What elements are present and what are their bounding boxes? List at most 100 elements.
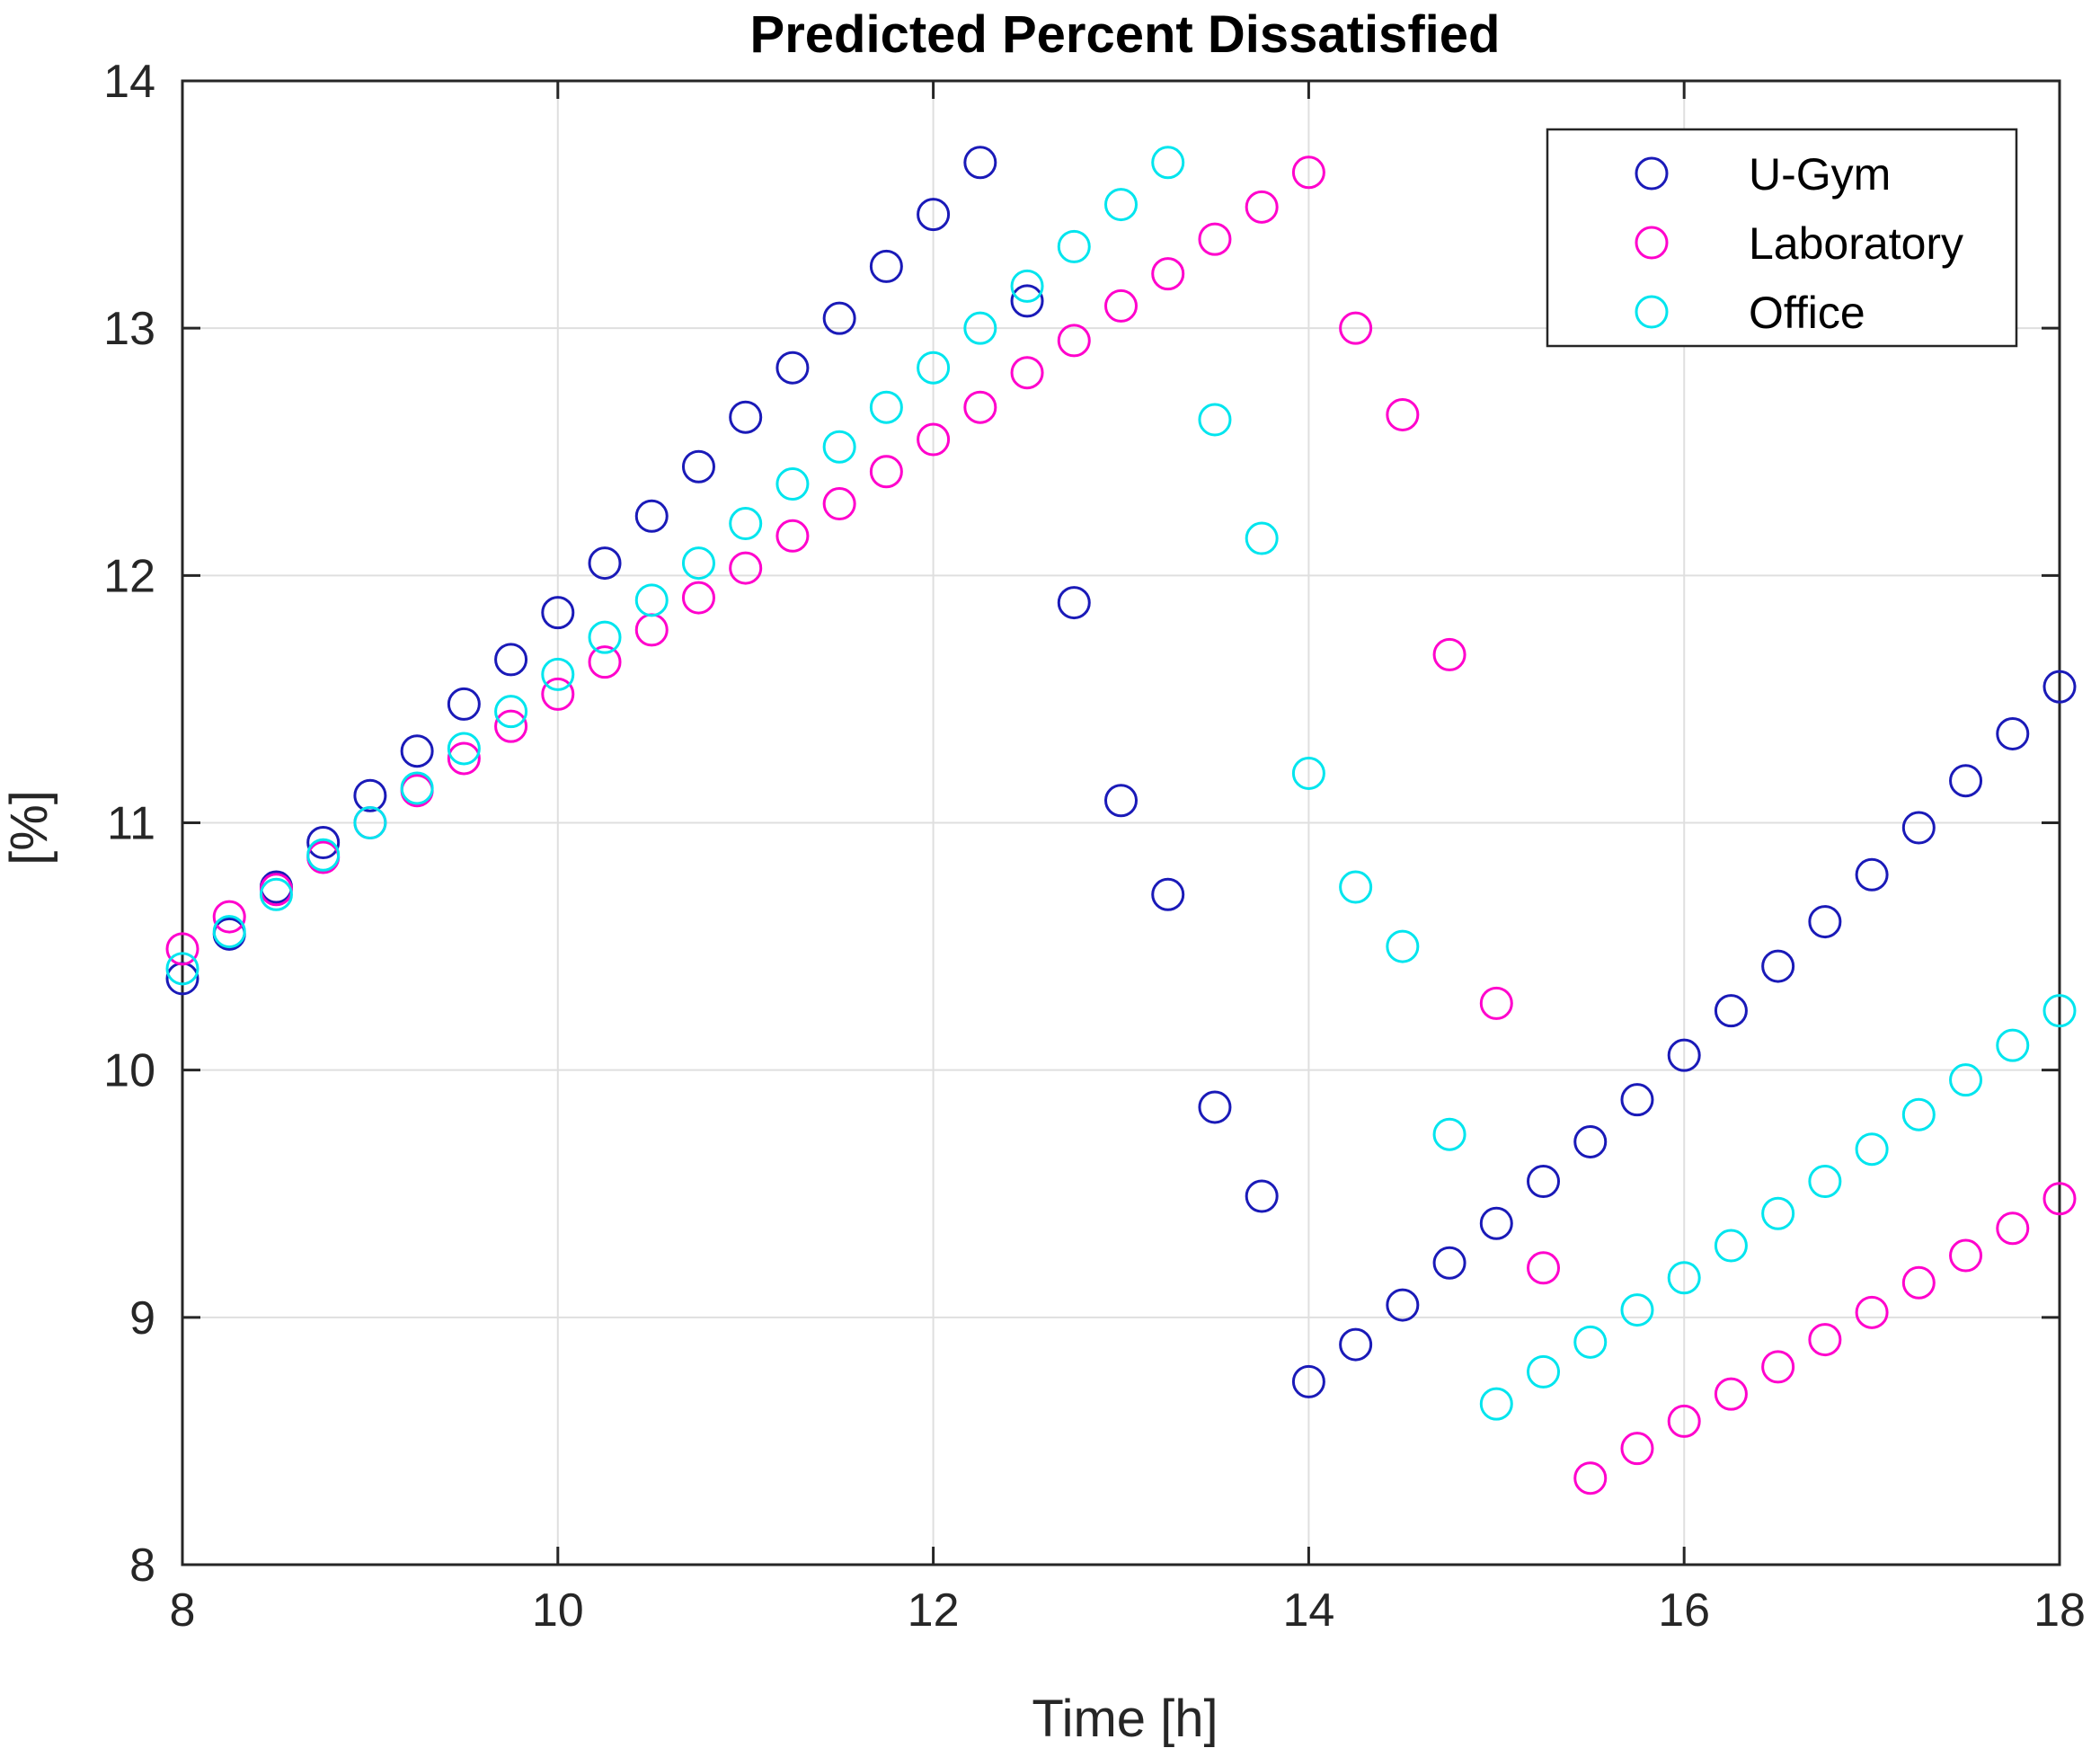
data-point (306, 838, 341, 872)
data-point (1761, 1196, 1795, 1230)
data-point (1714, 994, 1748, 1028)
data-point (963, 311, 997, 345)
data-point (494, 695, 528, 729)
data-point (1432, 1117, 1466, 1151)
legend-marker (1635, 226, 1669, 260)
data-point (2042, 1182, 2077, 1216)
data-point (1198, 403, 1232, 437)
data-point (165, 952, 199, 986)
y-tick-label: 14 (103, 56, 155, 108)
data-point (2042, 670, 2077, 704)
data-point (541, 657, 575, 691)
series-u-gym (165, 146, 2077, 1398)
data-point (775, 467, 810, 501)
data-point (1620, 1432, 1654, 1466)
data-point (1620, 1293, 1654, 1327)
data-point (1198, 1090, 1232, 1124)
data-point (259, 877, 293, 911)
data-point (447, 687, 481, 721)
data-point (917, 198, 951, 232)
data-point (1057, 229, 1091, 263)
data-point (494, 643, 528, 677)
data-point (1855, 857, 1889, 892)
data-point (729, 400, 763, 434)
data-point (1432, 637, 1466, 671)
legend-items: U-Gym Laboratory Office (1635, 149, 1963, 338)
data-point (1104, 784, 1138, 818)
data-point (588, 645, 622, 679)
data-point (1667, 1261, 1701, 1295)
data-point (1010, 269, 1044, 303)
data-point (2042, 994, 2077, 1028)
data-point (1245, 190, 1279, 224)
data-point (1855, 1132, 1889, 1167)
data-point (1714, 1229, 1748, 1263)
x-tick-label: 8 (170, 1584, 196, 1637)
data-point (1151, 877, 1185, 911)
data-point (1339, 870, 1373, 904)
data-point (1291, 155, 1325, 190)
data-point (1198, 222, 1232, 256)
data-point (1479, 1387, 1513, 1421)
data-point (917, 422, 951, 457)
data-point (541, 677, 575, 711)
data-point (1573, 1461, 1608, 1495)
data-point (1808, 1323, 1842, 1357)
data-point (1291, 756, 1325, 790)
data-point (1527, 1354, 1561, 1389)
x-tick-labels: 8 10 12 14 16 18 (170, 1584, 2086, 1637)
data-point (1855, 1295, 1889, 1329)
data-point (447, 732, 481, 766)
data-point (1245, 1179, 1279, 1213)
legend-label: U-Gym (1749, 149, 1891, 200)
y-tick-label: 12 (103, 550, 155, 602)
data-point (212, 915, 246, 949)
x-tick-label: 18 (2034, 1584, 2086, 1637)
data-point (1901, 1265, 1936, 1300)
x-tick-label: 14 (1282, 1584, 1334, 1637)
data-point (588, 546, 622, 581)
data-point (681, 546, 715, 581)
data-point (1527, 1251, 1561, 1285)
data-point (1949, 1238, 1983, 1273)
data-point (869, 249, 903, 283)
data-point (1949, 764, 1983, 798)
axis-ticks (181, 79, 2061, 1566)
y-tick-labels: 8 9 10 11 12 13 14 (103, 56, 155, 1592)
data-point (1291, 1364, 1325, 1398)
data-point (634, 499, 669, 533)
data-point (1104, 288, 1138, 323)
data-point (1432, 1246, 1466, 1280)
data-point (963, 390, 997, 424)
data-point (1386, 929, 1420, 963)
grid-lines (182, 80, 2060, 1566)
data-point (822, 301, 856, 335)
data-points (165, 146, 2077, 1495)
data-point (681, 581, 715, 615)
data-point (1996, 1211, 2030, 1246)
y-tick-label: 8 (129, 1540, 155, 1592)
data-point (447, 741, 481, 776)
legend-box (1546, 128, 2018, 348)
x-axis-label: Time [h] (1032, 1690, 1218, 1748)
data-point (353, 806, 387, 839)
data-point (400, 734, 434, 768)
data-point (165, 932, 199, 966)
data-point (1573, 1124, 1608, 1158)
data-point (212, 900, 246, 934)
y-tick-label: 9 (129, 1292, 155, 1344)
y-tick-label: 13 (103, 303, 155, 355)
data-point (1620, 1083, 1654, 1117)
data-point (1339, 311, 1373, 345)
data-point (963, 146, 997, 180)
data-point (1479, 1206, 1513, 1240)
data-point (1761, 1350, 1795, 1384)
legend-label: Office (1749, 288, 1865, 338)
chart-title: Predicted Percent Dissatisfied (750, 5, 1501, 64)
data-point (1245, 521, 1279, 555)
data-point (1010, 284, 1044, 318)
data-point (1901, 811, 1936, 845)
data-point (729, 507, 763, 541)
data-point (1761, 949, 1795, 983)
